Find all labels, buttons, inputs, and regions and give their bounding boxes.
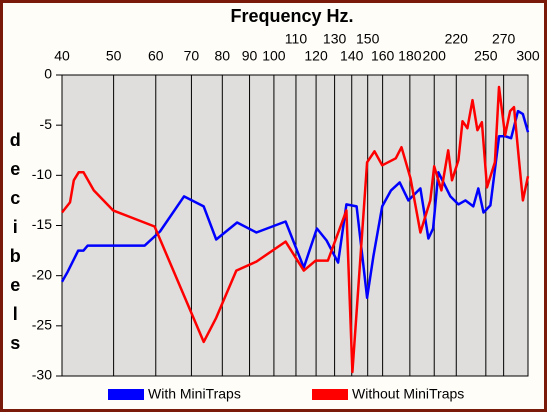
y-tick-label: 0 bbox=[44, 66, 52, 82]
legend-swatch bbox=[108, 389, 144, 400]
x-tick-label: 270 bbox=[492, 31, 516, 47]
x-tick-label: 140 bbox=[340, 48, 364, 64]
x-tick-label: 220 bbox=[445, 31, 469, 47]
x-tick-label: 250 bbox=[474, 48, 498, 64]
legend-label: With MiniTraps bbox=[148, 386, 241, 402]
x-tick-label: 70 bbox=[184, 48, 200, 64]
x-tick-label: 100 bbox=[262, 48, 286, 64]
x-tick-label: 40 bbox=[54, 48, 70, 64]
chart-title: Frequency Hz. bbox=[230, 6, 353, 26]
x-tick-label: 60 bbox=[148, 48, 164, 64]
x-tick-label: 110 bbox=[285, 31, 308, 47]
x-tick-label: 180 bbox=[398, 48, 422, 64]
legend-swatch bbox=[312, 389, 348, 400]
y-tick-label: -15 bbox=[32, 216, 52, 232]
y-tick-label: -20 bbox=[32, 266, 52, 282]
x-tick-label: 90 bbox=[242, 48, 258, 64]
x-tick-label: 50 bbox=[106, 48, 122, 64]
x-tick-label: 160 bbox=[371, 48, 395, 64]
y-tick-label: -30 bbox=[32, 367, 52, 383]
x-tick-label: 300 bbox=[516, 48, 540, 64]
plot-area bbox=[62, 75, 528, 376]
plot-border bbox=[61, 74, 529, 377]
y-tick-label: -25 bbox=[32, 317, 52, 333]
legend-label: Without MiniTraps bbox=[352, 386, 464, 402]
x-tick-label: 80 bbox=[215, 48, 231, 64]
y-tick-label: -10 bbox=[32, 166, 52, 182]
y-axis-label: decibels bbox=[5, 130, 25, 362]
series-line bbox=[60, 109, 530, 299]
x-tick-label: 130 bbox=[323, 31, 347, 47]
y-tick-label: -5 bbox=[40, 116, 53, 132]
x-tick-label: 120 bbox=[304, 48, 328, 64]
series-line bbox=[61, 85, 530, 374]
x-tick-label: 150 bbox=[356, 31, 380, 47]
x-tick-label: 200 bbox=[423, 48, 447, 64]
